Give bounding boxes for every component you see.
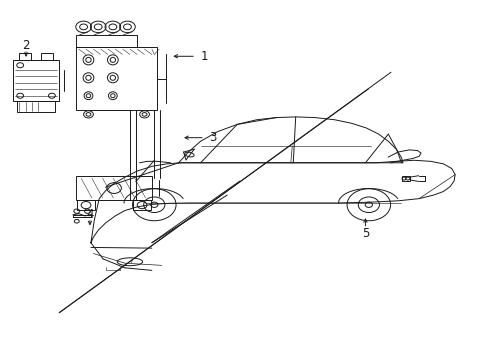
Text: 5: 5	[361, 226, 368, 239]
Text: 2: 2	[22, 39, 30, 52]
Text: 4: 4	[86, 208, 94, 221]
Text: 3: 3	[209, 131, 216, 144]
Text: 1: 1	[201, 50, 208, 63]
